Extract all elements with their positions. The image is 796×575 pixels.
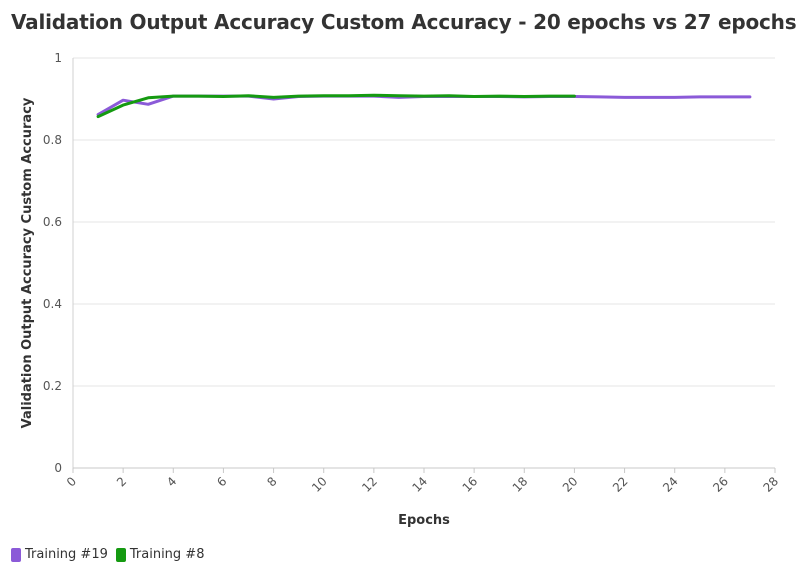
x-tick-label: 12 xyxy=(359,474,380,495)
series-lines xyxy=(96,93,752,119)
x-tick-label: 10 xyxy=(309,474,330,495)
legend-swatch-training-19 xyxy=(11,547,21,562)
legend-item-training-19[interactable]: Training #19 xyxy=(11,547,108,562)
legend: Training #19 Training #8 xyxy=(11,547,212,562)
y-tick-label: 0.2 xyxy=(43,379,62,393)
x-tick-label: 26 xyxy=(710,474,731,495)
series-line-training-19[interactable] xyxy=(96,94,752,117)
axes xyxy=(72,58,776,473)
y-tick-label: 1 xyxy=(54,51,62,65)
legend-item-training-8[interactable]: Training #8 xyxy=(115,547,205,562)
chart-title: Validation Output Accuracy Custom Accura… xyxy=(11,10,796,34)
legend-label-training-8: Training #8 xyxy=(129,547,205,562)
x-tick-label: 2 xyxy=(114,474,129,489)
x-tick-label: 24 xyxy=(660,474,681,495)
legend-swatch-training-8 xyxy=(115,547,126,562)
x-tick-label: 22 xyxy=(610,474,631,495)
line-chart: 00.20.40.60.81 0 2 4 6 8 10 12 14 16 18 20 22 24 26 28… xyxy=(20,51,781,528)
legend-label-training-19: Training #19 xyxy=(25,547,108,562)
x-tick-label: 0 xyxy=(64,474,79,489)
series-line-training-8[interactable] xyxy=(96,93,576,119)
y-tick-label: 0.4 xyxy=(43,297,62,311)
y-tick-label: 0.8 xyxy=(43,133,62,147)
y-tick-label: 0.6 xyxy=(43,215,62,229)
x-tick-label: 16 xyxy=(460,474,481,495)
x-tick-label: 14 xyxy=(409,474,430,495)
y-tick-label: 0 xyxy=(54,461,62,475)
y-axis-label: Validation Output Accuracy Custom Accura… xyxy=(20,97,35,428)
x-tick-label: 4 xyxy=(164,474,179,489)
x-axis-label: Epochs xyxy=(398,513,450,528)
x-tick-label: 18 xyxy=(510,474,531,495)
x-tick-labels: 0 2 4 6 8 10 12 14 16 18 20 22 24 26 28 xyxy=(64,474,781,495)
y-tick-labels: 0 0.2 0.4 0.6 0.8 1 xyxy=(43,51,62,475)
x-tick-label: 20 xyxy=(560,474,581,495)
x-tick-label: 8 xyxy=(264,474,279,489)
x-tick-label: 6 xyxy=(214,474,229,489)
x-tick-label: 28 xyxy=(760,474,781,495)
grid-lines xyxy=(73,57,775,469)
